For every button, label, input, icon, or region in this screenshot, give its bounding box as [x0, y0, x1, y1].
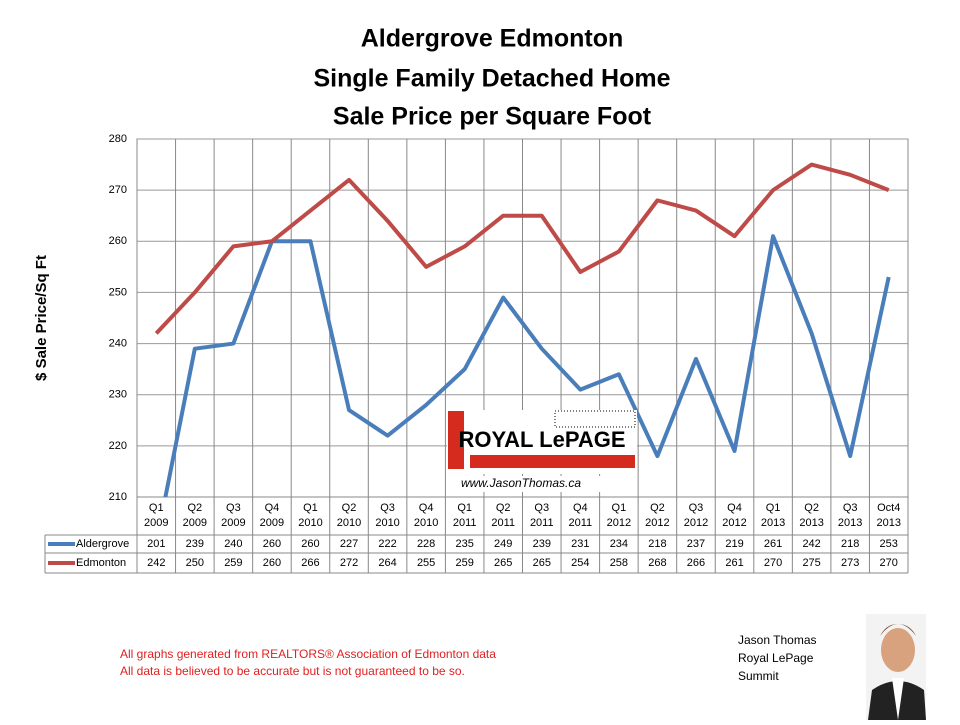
x-tick-label: Q2 2013	[799, 502, 823, 529]
y-tick-label: 270	[109, 184, 127, 196]
x-tick-label: Q2 2009	[183, 502, 207, 529]
logo-stripe	[448, 411, 464, 469]
table-value: 240	[224, 538, 242, 550]
y-tick-label: 240	[109, 337, 127, 349]
x-tick-label: Q4 2012	[722, 502, 746, 529]
table-value: 227	[340, 538, 358, 550]
signature: Royal LePage	[738, 651, 814, 665]
y-tick-label: 220	[109, 440, 127, 452]
x-tick-label: Q1 2010	[298, 502, 322, 529]
footer-note: All graphs generated from REALTORS® Asso…	[120, 647, 496, 661]
table-value: 219	[725, 538, 743, 550]
table-value: 255	[417, 557, 435, 569]
y-tick-label: 230	[109, 389, 127, 401]
x-tick-label: Q3 2013	[838, 502, 862, 529]
x-tick-label: Q3 2010	[375, 502, 399, 529]
series-line	[163, 234, 891, 497]
y-tick-label: 210	[109, 491, 127, 503]
table-value: 265	[533, 557, 551, 569]
chart-title: Aldergrove Edmonton	[361, 25, 624, 53]
x-tick-label: Q3 2011	[530, 502, 554, 529]
table-value: 253	[880, 538, 898, 550]
table-value: 268	[648, 557, 666, 569]
table-value: 266	[687, 557, 705, 569]
chart-title: Single Family Detached Home	[313, 65, 670, 93]
table-value: 250	[186, 557, 204, 569]
table-value: 259	[224, 557, 242, 569]
chart-title: Sale Price per Square Foot	[333, 103, 652, 131]
y-tick-label: 260	[109, 235, 127, 247]
photo-shirt	[892, 678, 904, 720]
photo-face	[881, 628, 915, 672]
table-value: 261	[725, 557, 743, 569]
table-value: 228	[417, 538, 435, 550]
x-tick-label: Q2 2011	[491, 502, 515, 529]
table-value: 259	[455, 557, 473, 569]
signature: Summit	[738, 669, 779, 683]
logo-pattern	[554, 410, 636, 428]
x-tick-label: Q1 2013	[761, 502, 785, 529]
table-value: 218	[841, 538, 859, 550]
y-axis-label: $ Sale Price/Sq Ft	[33, 255, 50, 381]
x-tick-label: Q4 2011	[568, 502, 592, 529]
legend-label: Edmonton	[76, 557, 126, 569]
photo	[866, 614, 926, 720]
table-value: 237	[687, 538, 705, 550]
table-value: 242	[802, 538, 820, 550]
x-tick-label: Q4 2009	[260, 502, 284, 529]
table-value: 261	[764, 538, 782, 550]
table-value: 265	[494, 557, 512, 569]
table-value: 222	[378, 538, 396, 550]
table-value: 264	[378, 557, 396, 569]
x-tick-label: Q3 2012	[684, 502, 708, 529]
table-value: 218	[648, 538, 666, 550]
photo-hair	[880, 624, 916, 636]
table-value: 201	[147, 538, 165, 550]
table-value: 258	[610, 557, 628, 569]
x-tick-label: Q2 2012	[645, 502, 669, 529]
table-value: 270	[764, 557, 782, 569]
x-tick-label: Q1 2012	[607, 502, 631, 529]
table-value: 235	[455, 538, 473, 550]
x-tick-label: Q1 2011	[453, 502, 477, 529]
table-value: 260	[263, 557, 281, 569]
logo-url: www.JasonThomas.ca	[461, 476, 581, 490]
series-line	[154, 162, 890, 335]
table-value: 270	[880, 557, 898, 569]
table-value: 234	[610, 538, 628, 550]
table-value: 254	[571, 557, 589, 569]
table-value: 260	[263, 538, 281, 550]
table-value: 266	[301, 557, 319, 569]
table-value: 260	[301, 538, 319, 550]
x-tick-label: Q2 2010	[337, 502, 361, 529]
table-value: 272	[340, 557, 358, 569]
table-value: 273	[841, 557, 859, 569]
y-tick-label: 280	[109, 133, 127, 145]
logo: ROYAL LePAGE www.JasonThomas.ca	[447, 410, 637, 492]
x-tick-label: Q1 2009	[144, 502, 168, 529]
footer-note: All data is believed to be accurate but …	[120, 664, 465, 678]
x-tick-label: Q3 2009	[221, 502, 245, 529]
table-value: 242	[147, 557, 165, 569]
signature: Jason Thomas	[738, 633, 817, 647]
table-value: 249	[494, 538, 512, 550]
table-value: 275	[802, 557, 820, 569]
y-tick-label: 250	[109, 286, 127, 298]
x-tick-label: Oct4 2013	[876, 502, 900, 529]
table-value: 239	[186, 538, 204, 550]
logo-bar	[470, 455, 635, 468]
x-tick-label: Q4 2010	[414, 502, 438, 529]
legend-label: Aldergrove	[76, 538, 129, 550]
table-value: 239	[533, 538, 551, 550]
url-bg	[447, 476, 637, 492]
table-value: 231	[571, 538, 589, 550]
logo-name: ROYAL LePAGE	[458, 427, 625, 452]
